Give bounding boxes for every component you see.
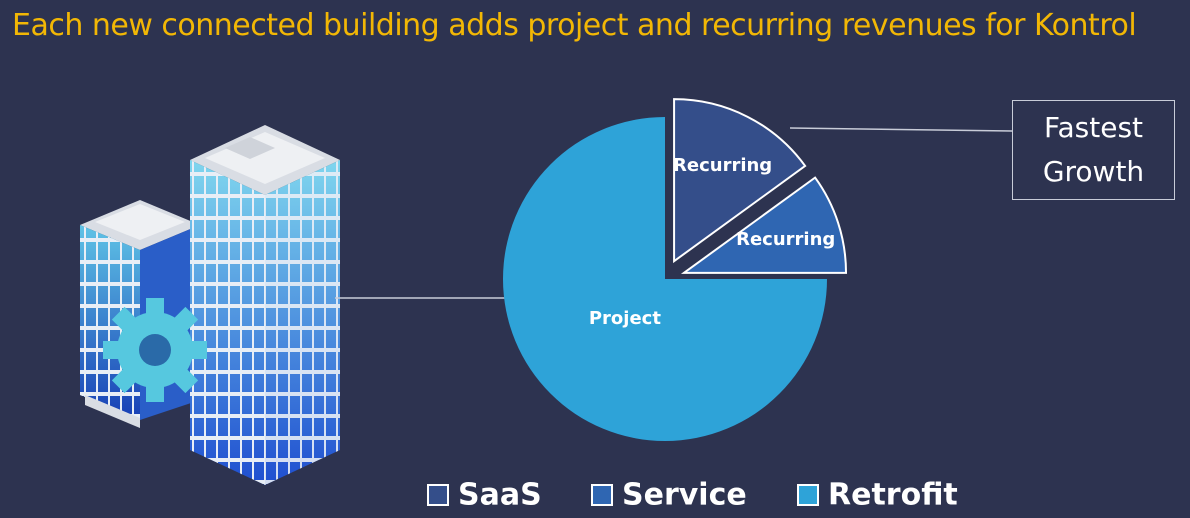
legend-swatch	[591, 484, 613, 506]
annotation-box: Fastest Growth	[1012, 100, 1175, 200]
legend-label: SaaS	[458, 478, 542, 513]
legend-label: Service	[622, 478, 747, 513]
slice-label: Project	[589, 308, 661, 329]
legend-label: Retrofit	[828, 478, 958, 513]
pie-slice	[680, 176, 848, 274]
legend-swatch	[797, 484, 819, 506]
pie-slice	[673, 98, 807, 264]
slice-label: Recurring	[736, 229, 835, 250]
slide-title: Each new connected building adds project…	[12, 8, 1137, 43]
legend-swatch	[427, 484, 449, 506]
building-illustration	[80, 125, 340, 485]
annotation-line	[789, 127, 1013, 132]
pie-slice	[503, 117, 827, 441]
slice-label: Recurring	[673, 155, 772, 176]
